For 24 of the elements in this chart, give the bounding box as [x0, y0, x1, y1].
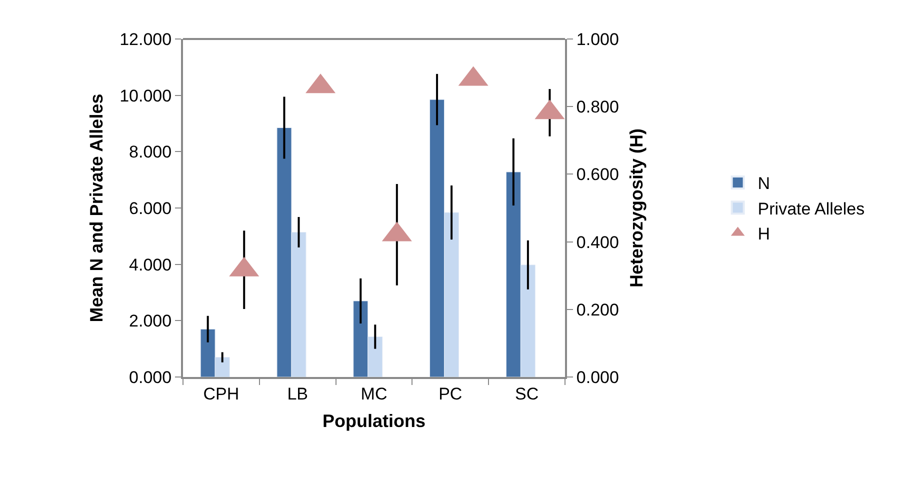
y-tick-label: 6.000 [129, 198, 172, 218]
y-tick-label: 12.000 [120, 30, 172, 49]
y-tick-label: 10.000 [120, 86, 172, 106]
legend-label: Private Alleles [758, 199, 865, 218]
y2-tick-label: 0.400 [576, 232, 619, 252]
y-tick-label: 2.000 [129, 312, 172, 331]
y-tick-label: 4.000 [129, 255, 172, 274]
x-tick-label: MC [360, 384, 388, 404]
y2-tick-label: 0.000 [576, 368, 619, 387]
x-tick-label: SC [514, 384, 539, 404]
legend-label: N [758, 174, 770, 194]
y-tick-label: 0.000 [129, 368, 172, 387]
y-axis-title: Mean N and Private Alleles [86, 94, 106, 322]
x-tick-label: LB [287, 384, 308, 404]
y2-axis-title: Heterozygosity (H) [626, 128, 647, 288]
y2-tick-label: 0.800 [576, 98, 619, 117]
x-tick-label: PC [438, 384, 462, 404]
y-tick-label: 8.000 [129, 142, 172, 162]
x-axis-title: Populations [322, 411, 426, 431]
y2-tick-label: 1.000 [576, 30, 619, 49]
y2-tick-label: 0.200 [576, 300, 619, 320]
y2-tick-label: 0.600 [576, 165, 619, 184]
legend-label: H [758, 224, 770, 244]
x-tick-label: CPH [203, 384, 240, 404]
